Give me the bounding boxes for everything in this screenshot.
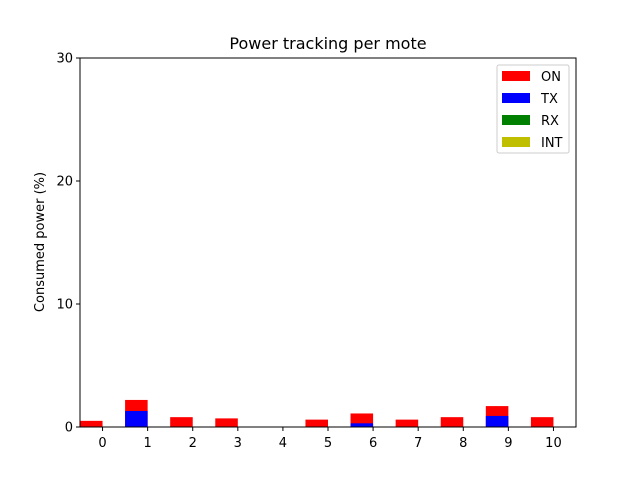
legend-swatch-rx: [502, 115, 530, 125]
x-tick-label: 3: [234, 436, 242, 451]
y-tick-label: 30: [56, 52, 73, 67]
bar-on-7: [395, 419, 419, 427]
bar-on-8: [440, 417, 464, 427]
x-tick-label: 8: [459, 436, 467, 451]
legend-label-int: INT: [541, 136, 563, 151]
bar-on-0: [80, 420, 103, 427]
legend-label-tx: TX: [540, 92, 558, 107]
legend-label-on: ON: [541, 70, 561, 85]
x-tick-label: 4: [279, 436, 287, 451]
bars-group: [80, 399, 554, 427]
bar-on-3: [215, 418, 238, 427]
bar-on-2: [170, 417, 193, 427]
x-tick-label: 0: [98, 436, 106, 451]
x-tick-label: 10: [545, 436, 562, 451]
x-tick-label: 5: [324, 436, 332, 451]
bar-on-5: [305, 419, 328, 427]
y-axis-label: Consumed power (%): [33, 172, 48, 312]
x-axis: 0 1 2 3 4 5 6 7 8 9 10: [98, 427, 562, 451]
y-axis: 0 10 20 30: [56, 52, 80, 436]
bar-on-10: [530, 417, 554, 427]
legend-box: [496, 64, 570, 154]
x-tick-label: 2: [189, 436, 197, 451]
legend-swatch-tx: [502, 93, 530, 103]
y-tick-label: 20: [56, 175, 73, 190]
legend-swatch-int: [502, 137, 530, 147]
bar-tx-1: [125, 411, 148, 427]
legend: ON TX RX INT: [496, 64, 570, 154]
legend-label-rx: RX: [541, 114, 559, 129]
x-tick-label: 6: [369, 436, 377, 451]
bar-tx-9: [485, 415, 509, 427]
bar-tx-6: [350, 423, 374, 427]
x-tick-label: 1: [143, 436, 151, 451]
y-tick-label: 10: [56, 298, 73, 313]
x-tick-label: 7: [414, 436, 422, 451]
legend-swatch-on: [502, 71, 530, 81]
x-tick-label: 9: [504, 436, 512, 451]
y-tick-label: 0: [65, 421, 73, 436]
chart-title: Power tracking per mote: [229, 34, 426, 53]
